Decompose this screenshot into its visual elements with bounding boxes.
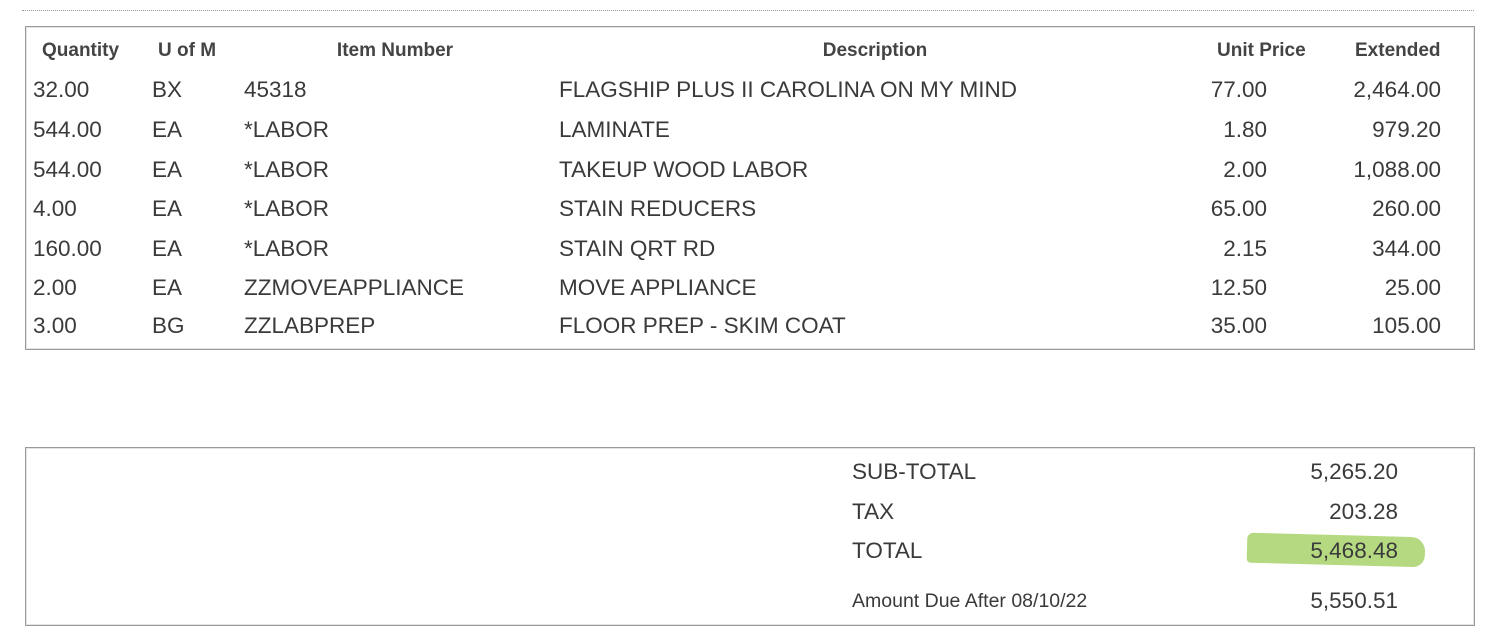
row-6-extended: 25.00 <box>1384 275 1441 300</box>
row-5-extended: 344.00 <box>1372 236 1441 261</box>
row-3-uom: EA <box>152 157 183 182</box>
row-1-item-number: 45318 <box>244 77 307 102</box>
row-2-unit-price: 1.80 <box>1223 117 1267 142</box>
total-value: 5,468.48 <box>1310 538 1398 563</box>
row-5-description: STAIN QRT RD <box>559 236 716 261</box>
row-6-uom: EA <box>152 275 183 300</box>
row-5-item-number: *LABOR <box>244 236 330 261</box>
total-label: TOTAL <box>852 538 923 563</box>
row-4-description: STAIN REDUCERS <box>559 196 757 221</box>
row-3-extended: 1,088.00 <box>1353 157 1441 182</box>
row-2-quantity: 544.00 <box>33 117 102 142</box>
tax-value: 203.28 <box>1329 499 1398 524</box>
row-2-extended: 979.20 <box>1372 117 1441 142</box>
row-3-item-number: *LABOR <box>244 157 330 182</box>
row-2-uom: EA <box>152 117 183 142</box>
header-unit-price: Unit Price <box>1217 40 1306 61</box>
row-4-quantity: 4.00 <box>33 196 77 221</box>
row-5-quantity: 160.00 <box>33 236 102 261</box>
row-1-quantity: 32.00 <box>33 77 90 102</box>
row-3-description: TAKEUP WOOD LABOR <box>559 157 809 182</box>
header-description: Description <box>822 40 928 61</box>
tax-label: TAX <box>852 499 895 524</box>
row-5-unit-price: 2.15 <box>1223 236 1267 261</box>
header-item-number: Item Number <box>336 40 454 61</box>
header-quantity: Quantity <box>42 40 120 61</box>
amount-due-after-value: 5,550.51 <box>1310 588 1398 613</box>
row-3-quantity: 544.00 <box>33 157 102 182</box>
row-6-description: MOVE APPLIANCE <box>559 275 757 300</box>
line-items-table <box>25 26 1475 350</box>
row-2-item-number: *LABOR <box>244 117 330 142</box>
subtotal-value: 5,265.20 <box>1310 459 1398 484</box>
row-7-unit-price: 35.00 <box>1210 313 1267 338</box>
row-1-uom: BX <box>152 77 183 102</box>
row-7-quantity: 3.00 <box>33 313 77 338</box>
row-3-unit-price: 2.00 <box>1223 157 1267 182</box>
header-extended: Extended <box>1355 40 1441 61</box>
row-5-uom: EA <box>152 236 183 261</box>
subtotal-label: SUB-TOTAL <box>852 459 977 484</box>
row-7-item-number: ZZLABPREP <box>244 313 376 338</box>
row-1-extended: 2,464.00 <box>1353 77 1441 102</box>
row-1-description: FLAGSHIP PLUS II CAROLINA ON MY MIND <box>559 77 1018 102</box>
amount-due-after-label: Amount Due After 08/10/22 <box>852 590 1088 612</box>
row-4-item-number: *LABOR <box>244 196 330 221</box>
row-6-item-number: ZZMOVEAPPLIANCE <box>244 275 465 300</box>
totals-box <box>25 447 1475 626</box>
row-7-extended: 105.00 <box>1372 313 1441 338</box>
row-4-unit-price: 65.00 <box>1210 196 1267 221</box>
row-1-unit-price: 77.00 <box>1210 77 1267 102</box>
row-4-extended: 260.00 <box>1372 196 1441 221</box>
row-7-description: FLOOR PREP - SKIM COAT <box>559 313 846 338</box>
header-uom: U of M <box>158 40 217 61</box>
row-4-uom: EA <box>152 196 183 221</box>
row-6-quantity: 2.00 <box>33 275 77 300</box>
row-2-description: LAMINATE <box>559 117 670 142</box>
row-6-unit-price: 12.50 <box>1210 275 1267 300</box>
top-divider <box>22 10 1474 11</box>
row-7-uom: BG <box>152 313 185 338</box>
